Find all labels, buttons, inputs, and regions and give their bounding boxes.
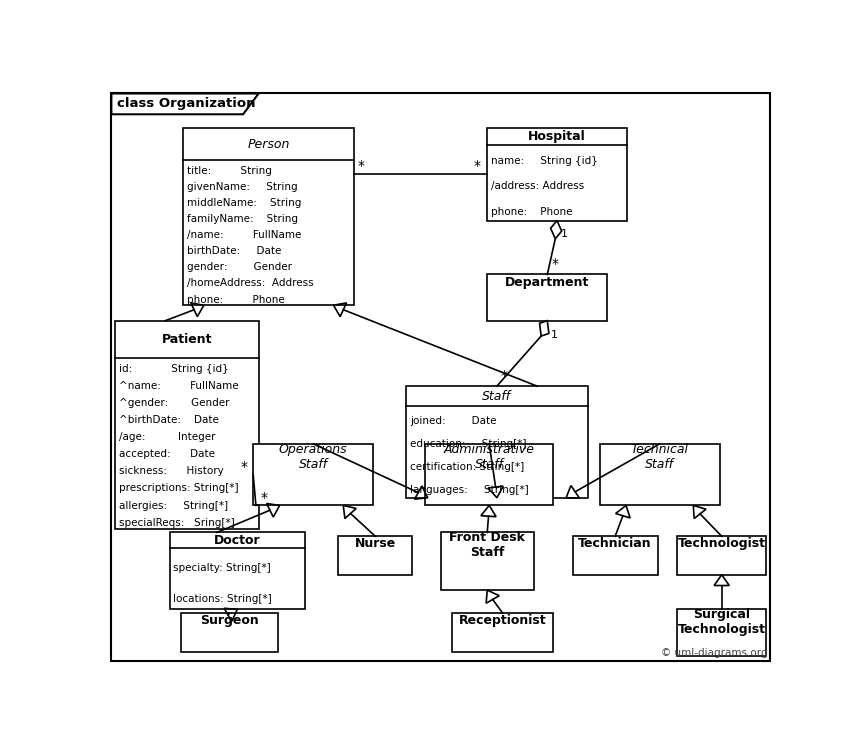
Text: /homeAddress:  Address: /homeAddress: Address	[187, 279, 314, 288]
Bar	[677, 610, 766, 656]
Text: sickness:      History: sickness: History	[120, 466, 224, 477]
Text: Technologist: Technologist	[678, 537, 765, 551]
Text: phone:    Phone: phone: Phone	[491, 207, 573, 217]
Text: *: *	[551, 257, 558, 271]
Text: languages:     String[*]: languages: String[*]	[409, 485, 529, 495]
Text: gender:        Gender: gender: Gender	[187, 262, 292, 273]
Text: Front Desk
Staff: Front Desk Staff	[449, 531, 525, 560]
Text: Receptionist: Receptionist	[459, 615, 547, 627]
Text: prescriptions: String[*]: prescriptions: String[*]	[120, 483, 239, 494]
Text: ^birthDate:    Date: ^birthDate: Date	[120, 415, 219, 425]
Text: 1: 1	[551, 329, 558, 340]
Bar	[573, 536, 658, 574]
Text: joined:        Date: joined: Date	[409, 416, 496, 426]
Text: education:     String[*]: education: String[*]	[409, 439, 526, 449]
Text: /address: Address: /address: Address	[491, 182, 585, 191]
Bar	[339, 536, 412, 574]
Text: Surgeon: Surgeon	[200, 615, 259, 627]
Text: © uml-diagrams.org: © uml-diagrams.org	[661, 648, 768, 657]
Text: certification: String[*]: certification: String[*]	[409, 462, 524, 472]
Bar	[452, 613, 553, 651]
Text: *: *	[473, 158, 480, 173]
Bar	[406, 386, 588, 498]
Text: /name:         FullName: /name: FullName	[187, 230, 302, 240]
Bar	[440, 533, 534, 590]
Text: ^gender:       Gender: ^gender: Gender	[120, 398, 230, 409]
Text: accepted:      Date: accepted: Date	[120, 450, 215, 459]
Text: *: *	[501, 369, 507, 383]
Text: givenName:     String: givenName: String	[187, 182, 298, 192]
Text: name:     String {id}: name: String {id}	[491, 156, 598, 166]
Text: 1: 1	[561, 229, 568, 240]
Text: locations: String[*]: locations: String[*]	[174, 594, 272, 604]
Bar	[488, 274, 607, 320]
Text: Administrative
Staff: Administrative Staff	[444, 443, 535, 471]
Text: *: *	[241, 460, 248, 474]
Text: *: *	[261, 491, 268, 504]
Bar	[488, 128, 627, 220]
Bar	[599, 444, 720, 506]
Text: Patient: Patient	[162, 333, 212, 346]
Text: allergies:     String[*]: allergies: String[*]	[120, 500, 228, 510]
Text: Staff: Staff	[482, 390, 512, 403]
Text: *: *	[357, 158, 364, 173]
Text: familyName:    String: familyName: String	[187, 214, 298, 224]
Text: Department: Department	[505, 276, 589, 288]
Text: birthDate:     Date: birthDate: Date	[187, 247, 282, 256]
Text: title:         String: title: String	[187, 166, 273, 176]
Text: Hospital: Hospital	[528, 130, 586, 143]
Text: Surgical
Technologist: Surgical Technologist	[678, 609, 765, 636]
Text: specialty: String[*]: specialty: String[*]	[174, 562, 271, 573]
Polygon shape	[539, 320, 549, 336]
Text: Doctor: Doctor	[214, 533, 261, 547]
Text: Technical
Staff: Technical Staff	[630, 443, 689, 471]
Text: Operations
Staff: Operations Staff	[279, 443, 347, 471]
Bar	[425, 444, 553, 506]
Text: class Organization: class Organization	[117, 97, 255, 110]
Bar	[169, 533, 305, 610]
Text: Nurse: Nurse	[354, 537, 396, 551]
Text: phone:         Phone: phone: Phone	[187, 294, 285, 305]
Text: id:            String {id}: id: String {id}	[120, 364, 229, 374]
Polygon shape	[550, 220, 562, 239]
Text: ^name:         FullName: ^name: FullName	[120, 381, 239, 391]
Bar	[677, 536, 766, 574]
Text: middleName:    String: middleName: String	[187, 198, 302, 208]
Text: Technician: Technician	[578, 537, 652, 551]
Bar	[115, 320, 259, 529]
Bar	[181, 613, 278, 651]
Polygon shape	[112, 93, 259, 114]
Bar	[183, 128, 354, 306]
Text: /age:          Integer: /age: Integer	[120, 433, 216, 442]
Text: Person: Person	[248, 137, 290, 151]
Bar	[253, 444, 373, 506]
Text: specialReqs:   Sring[*]: specialReqs: Sring[*]	[120, 518, 235, 527]
